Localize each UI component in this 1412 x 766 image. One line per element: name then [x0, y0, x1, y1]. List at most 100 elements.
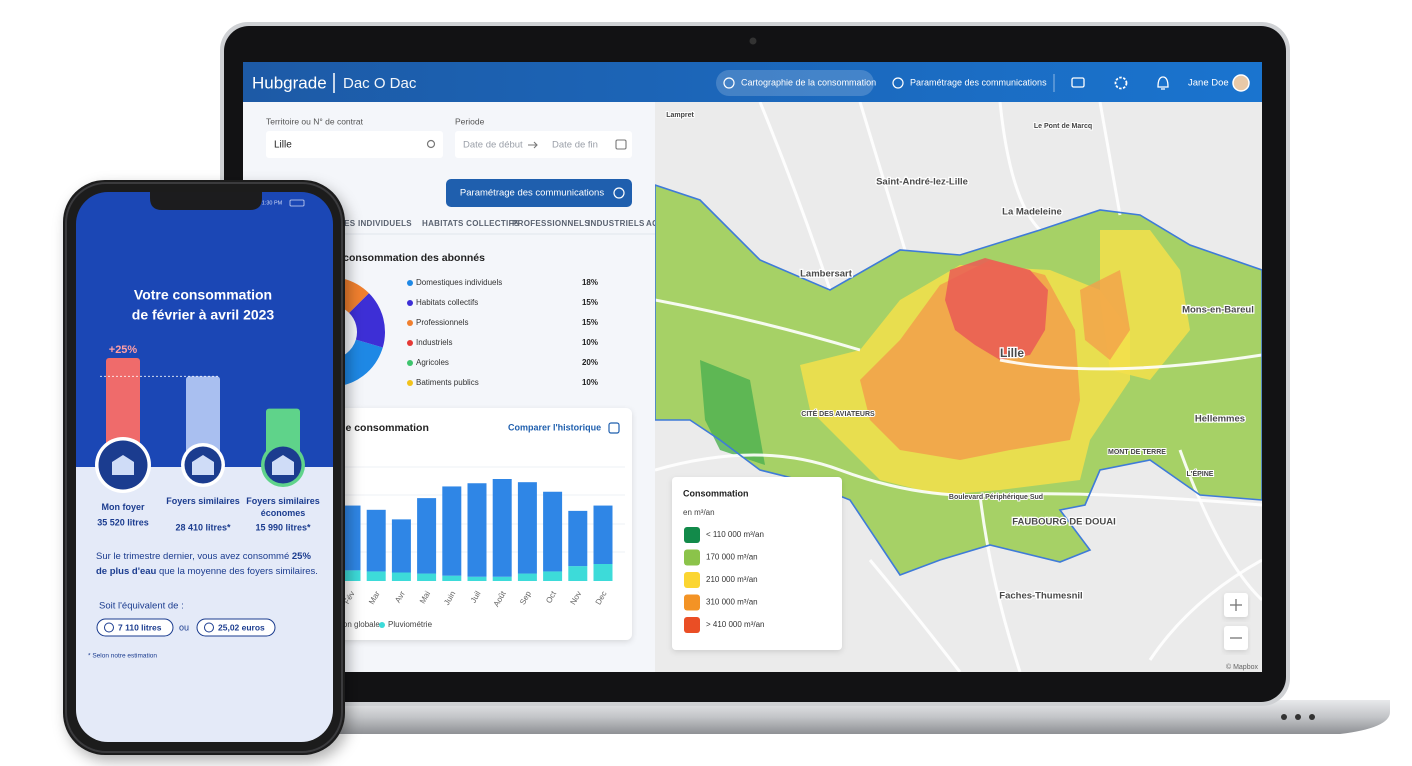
- brand[interactable]: Hubgrade: [252, 73, 327, 92]
- button-icon: [613, 187, 625, 199]
- map-zone: [700, 360, 765, 465]
- legend-label: Habitats collectifs: [416, 298, 478, 307]
- tab[interactable]: PROFESSIONNELS: [512, 219, 590, 228]
- bar: [186, 376, 220, 460]
- bar-segment: [517, 482, 537, 574]
- value-label: 15%: [582, 318, 598, 327]
- legend-unit: en m³/an: [683, 508, 715, 517]
- avatar[interactable]: [1232, 74, 1250, 92]
- road: [1098, 102, 1122, 216]
- value-label: 18%: [582, 278, 598, 287]
- place-label: Le Pont de Marcq: [1034, 123, 1092, 130]
- tab[interactable]: DOMESTIQUES INDIVIDUELS: [293, 219, 412, 228]
- legend-label: Industriels: [416, 338, 452, 347]
- bar-segment: [467, 576, 487, 581]
- nav-item[interactable]: Paramétrage des communications: [910, 77, 1047, 87]
- house-icon: [192, 455, 214, 475]
- bar-segment: [543, 491, 563, 572]
- primary-button[interactable]: [446, 179, 632, 207]
- phone-screen: 1:30 PM Votre consommation de février à av…: [76, 192, 333, 742]
- place-label: Lambersart: [800, 269, 853, 280]
- legend-label: Agricoles: [416, 358, 449, 367]
- place-label: CITÉ DES AVIATEURS: [801, 409, 875, 418]
- field-label: Territoire ou N° de contrat: [266, 116, 364, 126]
- tab[interactable]: HABITATS COLLECTIFS: [422, 219, 520, 228]
- search-icon: [426, 139, 436, 149]
- legend-swatch: [684, 549, 700, 566]
- house-icon: [112, 455, 134, 475]
- laptop-base: [198, 700, 1390, 734]
- equivalent-value: 25,02 euros: [218, 622, 265, 632]
- button-label[interactable]: Paramétrage des communications: [460, 188, 604, 199]
- left-panel: Territoire ou N° de contrat Periode Lille D…: [243, 116, 697, 640]
- place-label: Boulevard Périphérique Sud: [949, 494, 1043, 501]
- search-input[interactable]: [266, 131, 443, 158]
- phone-title: Votre consommation: [134, 287, 272, 303]
- legend-dot: [407, 360, 413, 366]
- legend-label: Professionnels: [416, 318, 468, 327]
- legend-dot: [407, 320, 413, 326]
- equivalent-value: 7 110 litres: [118, 622, 162, 632]
- legend-item: < 110 000 m³/an: [706, 530, 764, 539]
- settings-icon[interactable]: [1114, 76, 1128, 90]
- category-label: Foyers similaires économes: [246, 496, 320, 518]
- value-label: 15%: [582, 298, 598, 307]
- bar-segment: [492, 576, 512, 581]
- link[interactable]: Comparer l'historique: [508, 422, 601, 432]
- legend-item: > 410 000 m³/an: [706, 620, 764, 629]
- bar-segment: [492, 479, 512, 577]
- app-header: [243, 62, 1262, 102]
- pill-icon: [104, 622, 114, 633]
- tab[interactable]: INDUSTRIELS: [588, 219, 645, 228]
- legend-swatch: [684, 527, 700, 543]
- indicator: [1309, 714, 1315, 720]
- place-label: Faches-Thumesnil: [999, 591, 1082, 602]
- nav-item[interactable]: Cartographie de la consommation: [741, 77, 876, 87]
- house-icon: [272, 455, 294, 475]
- notch: [150, 192, 262, 210]
- bar-segment: [593, 505, 613, 564]
- date-range-input[interactable]: [455, 131, 632, 158]
- user-name[interactable]: Jane Doe: [1188, 78, 1229, 89]
- road: [858, 102, 907, 251]
- map-zone: [1100, 230, 1190, 380]
- screen-bottom: [76, 467, 333, 742]
- bar-segment: [593, 564, 613, 581]
- date-start: Date de début: [463, 140, 523, 151]
- annotation: +25%: [109, 344, 138, 356]
- map-zone: [1080, 270, 1130, 360]
- tab[interactable]: AGRICOLES: [646, 219, 697, 228]
- bar-segment: [417, 573, 437, 581]
- legend-dot: [407, 380, 413, 386]
- mail-icon[interactable]: [1071, 77, 1085, 88]
- place-label: L'ÉPINE: [1187, 469, 1214, 478]
- road: [758, 102, 832, 291]
- road: [1178, 449, 1262, 602]
- nav-item-active[interactable]: [716, 70, 874, 96]
- nav-icon: [723, 77, 735, 89]
- place-label: FAUBOURG DE DOUAI: [1012, 517, 1115, 528]
- bar: [106, 358, 140, 460]
- equivalent-label: Soit l'équivalent de :: [99, 601, 184, 612]
- phone-title: de février à avril 2023: [132, 307, 275, 323]
- donut-slice: [349, 293, 386, 348]
- phone-edge: [65, 182, 343, 753]
- legend-label: Pluviométrie: [388, 620, 433, 629]
- link-icon: [608, 422, 620, 434]
- bar-segment: [391, 519, 411, 573]
- legend-label: Domestiques individuels: [416, 278, 502, 287]
- bell-icon[interactable]: [1157, 76, 1169, 90]
- bar-segment: [366, 509, 386, 572]
- bar-segment: [517, 573, 537, 581]
- message-highlight: 25% de plus d'eau: [96, 551, 311, 577]
- nav-icon: [892, 77, 904, 89]
- category-label-box: Mon foyer: [101, 502, 144, 512]
- bar-segment: [341, 505, 361, 571]
- bar-segment: [417, 498, 437, 574]
- place-label: Saint-André-lez-Lille: [876, 177, 968, 188]
- legend-dot: [407, 300, 413, 306]
- bar-segment: [442, 575, 462, 581]
